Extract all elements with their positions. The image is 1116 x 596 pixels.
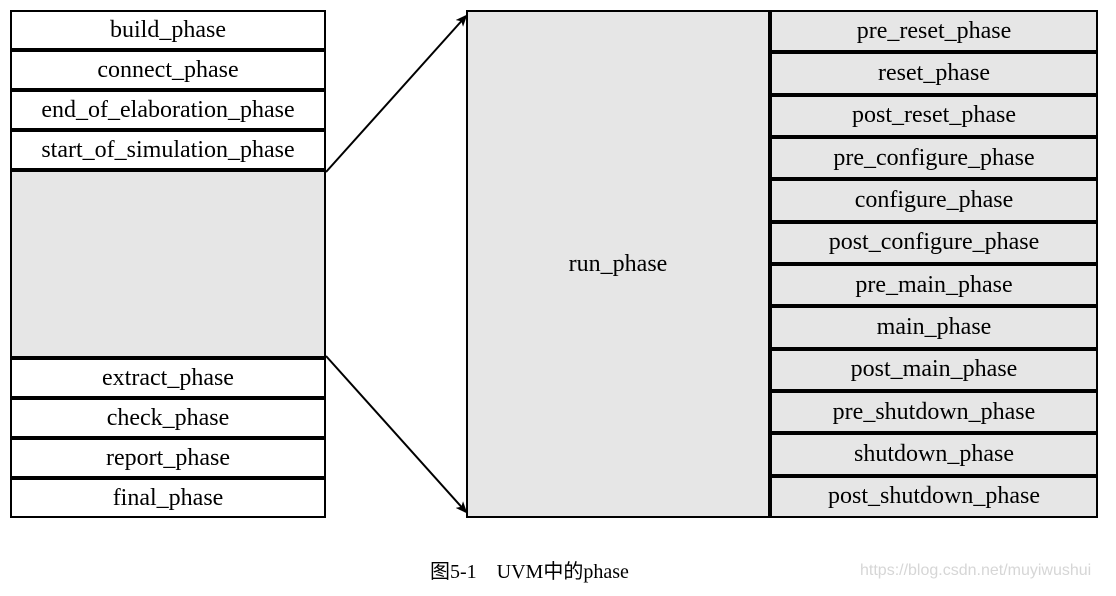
left-phase-7: report_phase <box>10 438 326 478</box>
left-phase-0: build_phase <box>10 10 326 50</box>
right-phase-label: post_reset_phase <box>852 102 1016 129</box>
right-phase-5: post_configure_phase <box>770 222 1098 264</box>
run-phase-cell: run_phase <box>466 10 770 518</box>
figure-caption: 图5-1 UVM中的phase <box>430 555 629 584</box>
right-phase-label: pre_main_phase <box>855 272 1012 299</box>
right-phase-11: post_shutdown_phase <box>770 476 1098 518</box>
arrow-bottom <box>326 356 466 512</box>
left-phase-label: report_phase <box>106 445 230 472</box>
left-phase-8: final_phase <box>10 478 326 518</box>
right-phase-10: shutdown_phase <box>770 433 1098 475</box>
right-phase-1: reset_phase <box>770 52 1098 94</box>
right-phase-label: shutdown_phase <box>854 441 1014 468</box>
arrow-top <box>326 16 466 172</box>
right-phase-label: pre_reset_phase <box>857 18 1012 45</box>
left-phase-run-gap <box>10 170 326 358</box>
right-phase-7: main_phase <box>770 306 1098 348</box>
left-phase-label: check_phase <box>107 405 230 432</box>
right-phase-label: post_main_phase <box>851 356 1018 383</box>
right-phase-label: configure_phase <box>855 187 1014 214</box>
left-phase-label: connect_phase <box>97 57 238 84</box>
left-phase-1: connect_phase <box>10 50 326 90</box>
run-phase-label: run_phase <box>569 251 668 278</box>
left-phase-label: end_of_elaboration_phase <box>41 97 294 124</box>
left-phase-label: start_of_simulation_phase <box>41 137 294 164</box>
right-phase-label: post_shutdown_phase <box>828 483 1040 510</box>
right-phase-0: pre_reset_phase <box>770 10 1098 52</box>
watermark-text: https://blog.csdn.net/muyiwushui <box>860 562 1091 579</box>
right-phase-9: pre_shutdown_phase <box>770 391 1098 433</box>
right-phase-label: post_configure_phase <box>829 229 1040 256</box>
right-phase-8: post_main_phase <box>770 349 1098 391</box>
left-phase-2: end_of_elaboration_phase <box>10 90 326 130</box>
right-phase-4: configure_phase <box>770 179 1098 221</box>
left-phase-3: start_of_simulation_phase <box>10 130 326 170</box>
right-phase-label: main_phase <box>877 314 992 341</box>
left-phase-label: build_phase <box>110 17 226 44</box>
left-phase-6: check_phase <box>10 398 326 438</box>
left-phase-5: extract_phase <box>10 358 326 398</box>
right-phase-6: pre_main_phase <box>770 264 1098 306</box>
left-phase-label: final_phase <box>113 485 224 512</box>
watermark: https://blog.csdn.net/muyiwushui <box>860 562 1091 580</box>
right-phase-2: post_reset_phase <box>770 95 1098 137</box>
figure-caption-text: 图5-1 UVM中的phase <box>430 561 629 583</box>
right-phase-label: reset_phase <box>878 60 990 87</box>
left-phase-label: extract_phase <box>102 365 234 392</box>
right-phase-label: pre_configure_phase <box>833 145 1034 172</box>
right-phase-3: pre_configure_phase <box>770 137 1098 179</box>
right-phase-label: pre_shutdown_phase <box>833 399 1036 426</box>
